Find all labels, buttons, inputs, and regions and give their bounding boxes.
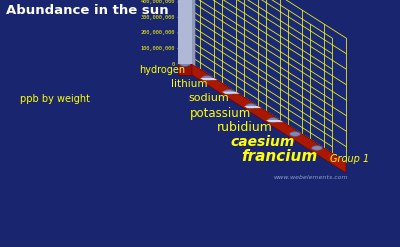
Text: 0: 0 (172, 62, 175, 66)
Polygon shape (244, 106, 261, 108)
Text: ppb by weight: ppb by weight (20, 94, 90, 104)
Ellipse shape (312, 146, 322, 150)
Text: 400,000,000: 400,000,000 (141, 0, 175, 4)
Polygon shape (222, 92, 239, 94)
Polygon shape (192, 0, 195, 66)
Text: lithium: lithium (170, 79, 207, 89)
Polygon shape (258, 106, 261, 108)
Text: Abundance in the sun: Abundance in the sun (6, 4, 169, 17)
Polygon shape (178, 0, 192, 64)
Text: Group 1: Group 1 (330, 154, 369, 164)
Text: sodium: sodium (188, 93, 229, 103)
Polygon shape (192, 0, 346, 162)
Polygon shape (236, 92, 239, 94)
Ellipse shape (246, 104, 256, 108)
Polygon shape (192, 64, 346, 173)
Text: 300,000,000: 300,000,000 (141, 15, 175, 20)
Text: 200,000,000: 200,000,000 (141, 30, 175, 36)
Text: potassium: potassium (190, 107, 251, 120)
Polygon shape (178, 0, 332, 162)
Text: 100,000,000: 100,000,000 (141, 46, 175, 51)
Polygon shape (178, 64, 192, 75)
Ellipse shape (268, 118, 278, 122)
Text: rubidium: rubidium (217, 121, 273, 134)
Ellipse shape (290, 132, 300, 136)
Ellipse shape (180, 62, 190, 66)
Ellipse shape (224, 90, 234, 94)
Polygon shape (178, 64, 346, 162)
Text: www.webelements.com: www.webelements.com (273, 175, 348, 180)
Text: francium: francium (241, 149, 317, 164)
Polygon shape (280, 120, 283, 122)
Ellipse shape (202, 76, 212, 80)
Text: hydrogen: hydrogen (139, 65, 185, 75)
Polygon shape (214, 78, 217, 80)
Polygon shape (200, 78, 217, 80)
Text: caesium: caesium (231, 135, 295, 149)
Polygon shape (266, 120, 283, 122)
